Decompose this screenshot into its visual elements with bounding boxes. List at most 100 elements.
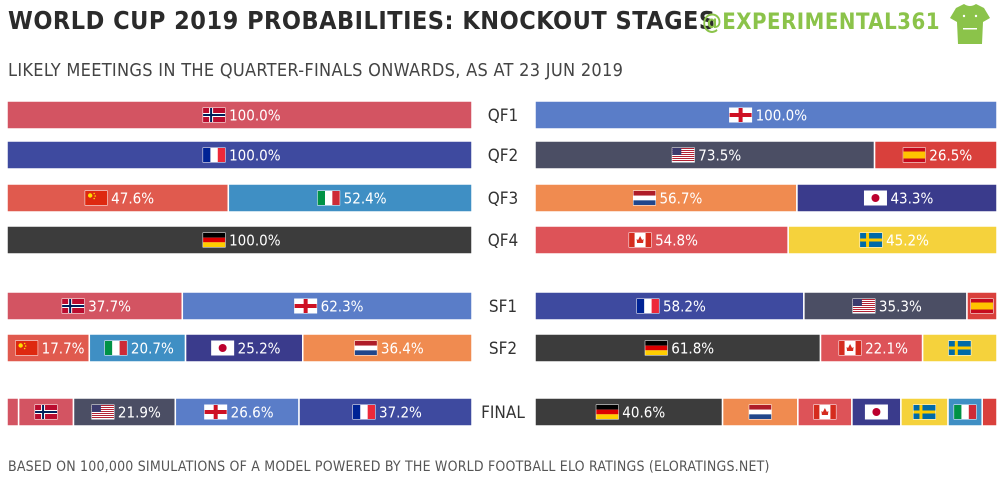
page-title: WORLD CUP 2019 PROBABILITIES: KNOCKOUT S… [8,6,716,35]
stage-label-sf2: SF2 [489,339,517,359]
right-qf2-segment-usa: 73.5% [534,140,876,170]
segment-label: 45.2% [886,232,929,250]
flag-jpn-icon [211,340,235,356]
right-final-segment-swe [900,397,949,427]
segment-label: 21.9% [118,404,161,422]
segment-label: 100.0% [756,107,808,125]
right-qf4-segment-swe: 45.2% [787,225,998,255]
segment-label: 58.2% [663,298,706,316]
right-sf1-segment-esp [966,291,998,321]
flag-usa-icon [852,298,876,314]
flag-usa-icon [671,147,695,163]
flag-chn-icon [84,190,108,206]
segment-label: 36.4% [381,340,424,358]
left-sf2-segment-jpn: 25.2% [184,333,304,363]
flag-eng-icon [294,298,318,314]
twitter-handle[interactable]: @EXPERIMENTAL361 [701,10,940,35]
flag-jpn-icon [863,190,887,206]
right-final-segment-ger: 40.6% [534,397,724,427]
left-sf2-segment-chn: 17.7% [6,333,91,363]
flag-can-icon [838,340,862,356]
right-sf2-segment-ger: 61.8% [534,333,822,363]
left-qf3-segment-ita: 52.4% [227,183,473,213]
stage-label-final: FINAL [481,403,525,423]
right-qf2-segment-esp: 26.5% [873,140,998,170]
segment-label: 22.1% [865,340,908,358]
flag-ned-icon [748,404,772,420]
right-final-segment-ned [721,397,799,427]
flag-fra-icon [352,404,376,420]
right-qf3-segment-ned: 56.7% [534,183,798,213]
flag-fra-icon [636,298,660,314]
left-qf2-segment-fra: 100.0% [6,140,473,170]
left-sf2-segment-ita: 20.7% [88,333,187,363]
left-final-segment-fra: 37.2% [298,397,473,427]
flag-swe-icon [948,340,972,356]
flag-nor-icon [202,107,226,123]
flag-ger-icon [202,232,226,248]
stage-label-qf3: QF3 [488,189,519,209]
right-sf2-segment-swe [921,333,998,363]
left-qf3-segment-chn: 47.6% [6,183,230,213]
segment-label: 37.7% [88,298,131,316]
right-final-segment-esp [981,397,998,427]
segment-label: 37.2% [379,404,422,422]
right-sf2-segment-can: 22.1% [819,333,924,363]
flag-eng-icon [729,107,753,123]
right-final-segment-jpn [851,397,902,427]
segment-label: 26.5% [929,147,972,165]
flag-esp-icon [970,298,994,314]
segment-label: 52.4% [344,190,387,208]
flag-ita-icon [317,190,341,206]
footer-note: BASED ON 100,000 SIMULATIONS OF A MODEL … [8,459,770,475]
segment-label: 100.0% [229,107,281,125]
right-qf1-segment-eng: 100.0% [534,100,998,130]
right-final-segment-can [797,397,853,427]
flag-nor-icon [34,404,58,420]
segment-label: 17.7% [42,340,85,358]
left-sf1-segment-eng: 62.3% [181,291,473,321]
segment-label: 100.0% [229,232,281,250]
stage-label-qf2: QF2 [488,146,519,166]
segment-label: 56.7% [659,190,702,208]
stage-label-qf1: QF1 [488,106,519,126]
flag-ger-icon [644,340,668,356]
segment-label: 35.3% [879,298,922,316]
stage-label-qf4: QF4 [488,231,519,251]
football-shirt-icon [950,4,990,44]
flag-ita-icon [104,340,128,356]
flag-fra-icon [202,147,226,163]
flag-ned-icon [632,190,656,206]
segment-label: 25.2% [238,340,281,358]
right-sf1-segment-usa: 35.3% [803,291,968,321]
flag-swe-icon [859,232,883,248]
right-final-segment-ita [947,397,983,427]
flag-esp-icon [902,147,926,163]
flag-ger-icon [595,404,619,420]
flag-nor-icon [61,298,85,314]
left-final-segment-eng: 26.6% [174,397,300,427]
flag-eng-icon [204,404,228,420]
segment-label: 62.3% [321,298,364,316]
segment-label: 20.7% [131,340,174,358]
segment-label: 100.0% [229,147,281,165]
flag-jpn-icon [864,404,888,420]
right-sf1-segment-fra: 58.2% [534,291,805,321]
segment-label: 54.8% [655,232,698,250]
segment-label: 40.6% [622,404,665,422]
flag-chn-icon [15,340,39,356]
left-sf1-segment-nor: 37.7% [6,291,184,321]
segment-label: 47.6% [111,190,154,208]
left-final-segment-nor [6,397,20,427]
left-sf2-segment-ned: 36.4% [301,333,473,363]
left-qf4-segment-ger: 100.0% [6,225,473,255]
flag-can-icon [628,232,652,248]
flag-can-icon [813,404,837,420]
stage-label-sf1: SF1 [489,297,517,317]
segment-label: 43.3% [890,190,933,208]
flag-usa-icon [91,404,115,420]
right-qf3-segment-jpn: 43.3% [796,183,998,213]
left-qf1-segment-nor: 100.0% [6,100,473,130]
left-final-segment-usa: 21.9% [72,397,177,427]
